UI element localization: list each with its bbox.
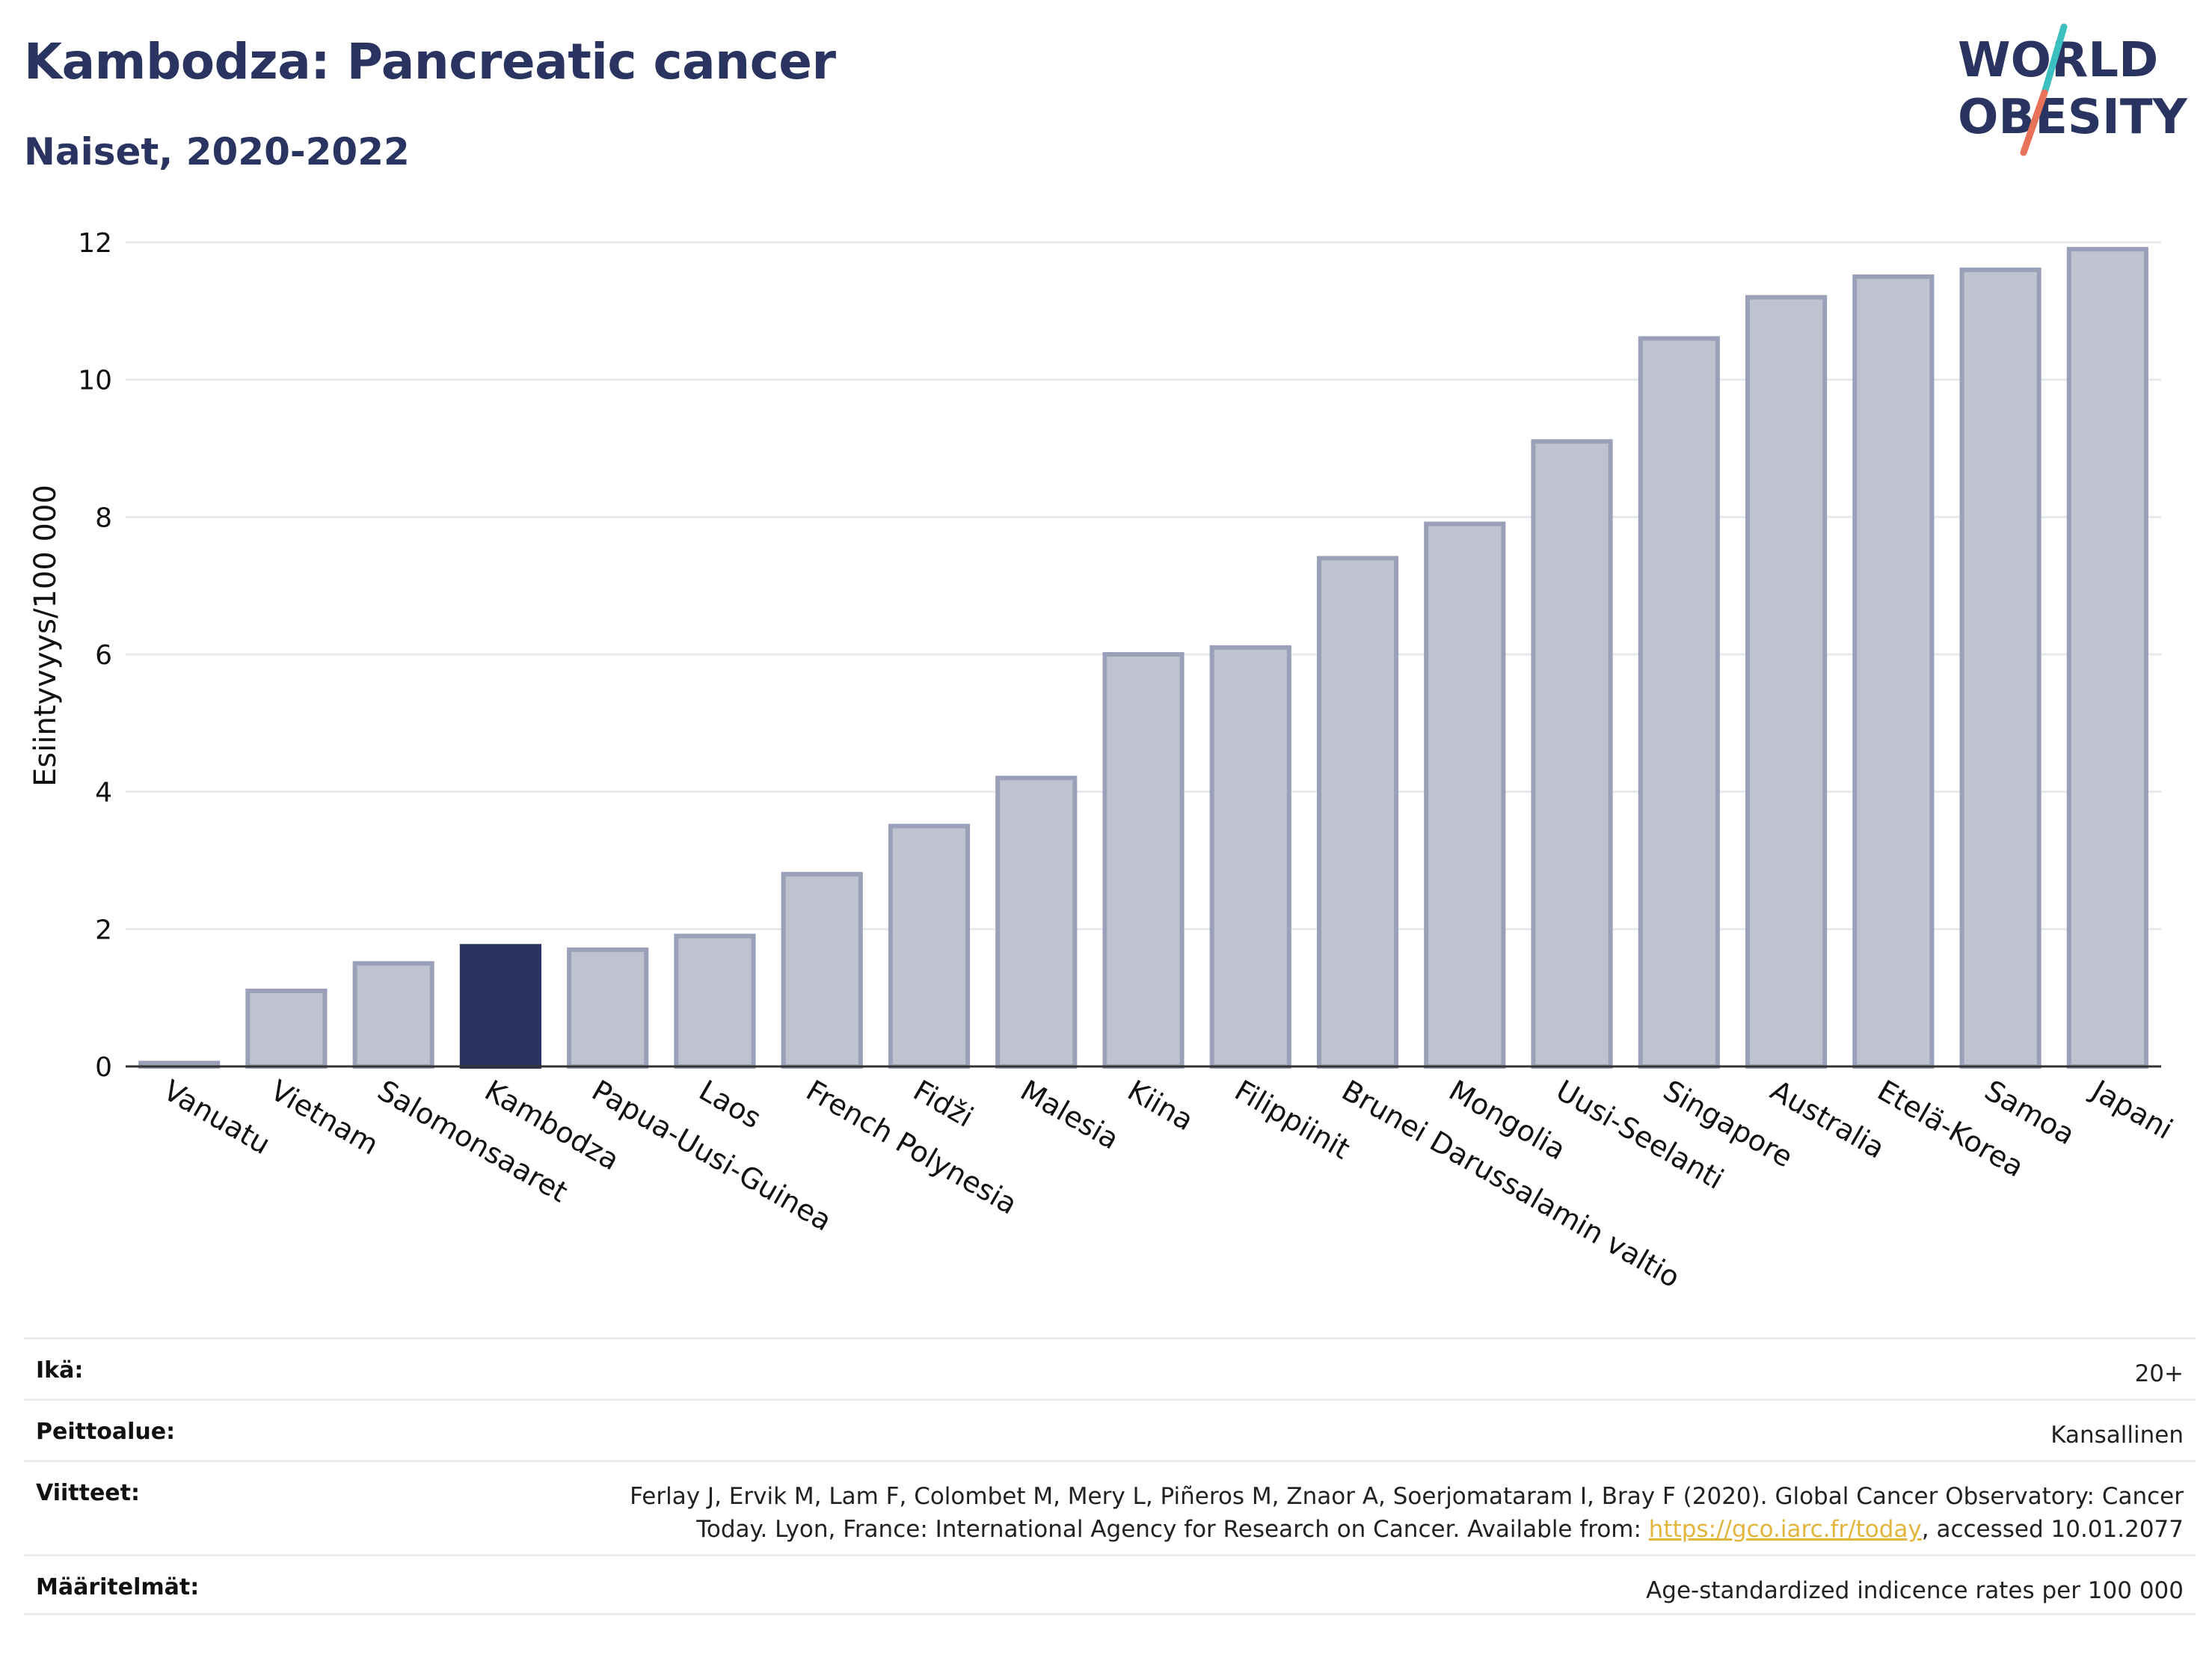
x-tick-label: Japani xyxy=(2085,1073,2178,1146)
bar-salomonsaaret xyxy=(352,961,434,1069)
footer-value-references: Ferlay J, Ervik M, Lam F, Colombet M, Me… xyxy=(630,1480,2184,1546)
y-axis-label: Esiintyvyys/100 000 xyxy=(28,485,63,787)
x-tick-label: Kiina xyxy=(1122,1074,1199,1137)
y-tick-label: 4 xyxy=(95,778,112,808)
reference-line2-end: , accessed 10.01.2077 xyxy=(1921,1516,2184,1543)
y-tick-label: 12 xyxy=(78,228,112,259)
footer-row-definitions: Määritelmät: Age-standardized indicence … xyxy=(24,1554,2196,1615)
bar-australia xyxy=(1745,295,1828,1069)
bar-samoa xyxy=(1959,267,2042,1069)
bar-etelä-korea xyxy=(1852,274,1935,1069)
bar-filippiinit xyxy=(1209,645,1291,1069)
y-tick-label: 2 xyxy=(95,915,112,945)
y-tick-labels: 0 2 4 6 8 10 12 xyxy=(78,228,112,1083)
footer-label-references: Viitteet: xyxy=(36,1480,140,1506)
bar-french-polynesia xyxy=(781,871,863,1069)
x-tick-label: Vanuatu xyxy=(158,1074,276,1161)
bars xyxy=(138,247,2148,1069)
chart-title: Kambodza: Pancreatic cancer xyxy=(24,33,836,90)
bar-brunei-darussalamin-valtio xyxy=(1316,556,1399,1069)
bar-kambodza xyxy=(459,944,541,1069)
world-obesity-logo: WORLD OBESITY xyxy=(1958,23,2187,156)
footer-value-definitions: Age-standardized indicence rates per 100… xyxy=(1646,1577,2184,1604)
footer-label-definitions: Määritelmät: xyxy=(36,1574,200,1600)
x-tick-label: Malesia xyxy=(1015,1074,1124,1156)
footer-row-references: Viitteet: Ferlay J, Ervik M, Lam F, Colo… xyxy=(24,1460,2196,1554)
bar-fid-i xyxy=(888,823,971,1069)
x-tick-label: Filippiinit xyxy=(1229,1074,1356,1166)
x-tick-label: Vietnam xyxy=(265,1074,384,1161)
bar-singapore xyxy=(1638,336,1720,1069)
footer-value-coverage: Kansallinen xyxy=(2050,1422,2184,1449)
logo-line2: OBESITY xyxy=(1958,90,2187,145)
y-tick-label: 10 xyxy=(78,366,112,396)
footer-row-coverage: Peittoalue: Kansallinen xyxy=(24,1398,2196,1460)
footer-label-age: Ikä: xyxy=(36,1357,84,1384)
x-tick-label: Fidži xyxy=(908,1074,979,1134)
x-tick-label: Salomonsaaret xyxy=(372,1074,574,1209)
bar-vietnam xyxy=(245,988,328,1069)
logo-slash-bottom xyxy=(2020,89,2048,156)
footer-label-coverage: Peittoalue: xyxy=(36,1419,176,1445)
bar-chart: 0 2 4 6 8 10 12 VanuatuVietnamSalomonsaaretKam… xyxy=(28,228,2178,1295)
y-tick-label: 6 xyxy=(95,640,112,671)
x-tick-labels: VanuatuVietnamSalomonsaaretKambodzaPapua… xyxy=(158,1073,2178,1295)
bar-mongolia xyxy=(1424,521,1506,1069)
bar-malesia xyxy=(995,776,1078,1069)
bar-japani xyxy=(2066,247,2148,1069)
bar-papua-uusi-guinea xyxy=(567,947,649,1069)
bar-uusi-seelanti xyxy=(1531,439,1613,1069)
y-tick-label: 8 xyxy=(95,503,112,533)
x-tick-label: Laos xyxy=(693,1074,766,1135)
bar-kiina xyxy=(1102,652,1185,1069)
chart-subtitle: Naiset, 2020-2022 xyxy=(24,130,410,174)
reference-line2-start: Today. Lyon, France: International Agenc… xyxy=(696,1516,1649,1543)
bar-laos xyxy=(674,933,756,1069)
reference-line1: Ferlay J, Ervik M, Lam F, Colombet M, Me… xyxy=(630,1483,2184,1510)
reference-link[interactable]: https://gco.iarc.fr/today xyxy=(1648,1516,1922,1543)
footer-row-age: Ikä: 20+ xyxy=(24,1337,2196,1398)
footer-value-age: 20+ xyxy=(2134,1360,2184,1387)
y-tick-label: 0 xyxy=(95,1052,112,1083)
logo-slash-top xyxy=(2041,23,2068,96)
chart-footer: Ikä: 20+ Peittoalue: Kansallinen Viittee… xyxy=(24,1337,2196,1615)
